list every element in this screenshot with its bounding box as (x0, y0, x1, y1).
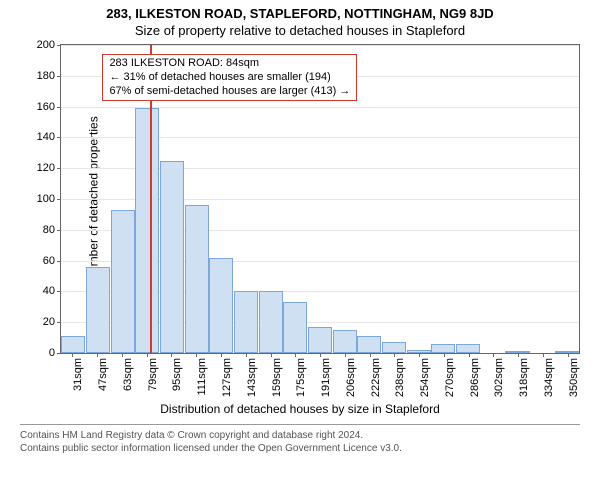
x-tick-label: 191sqm (320, 358, 332, 397)
bar-slot (382, 45, 407, 353)
x-tick-slot: 175sqm (283, 354, 308, 402)
y-tick-label: 160 (37, 101, 61, 113)
histogram-bar (333, 330, 357, 353)
x-tick-slot: 270sqm (431, 354, 456, 402)
x-tick-label: 302sqm (493, 358, 505, 397)
x-tick-slot: 191sqm (308, 354, 333, 402)
x-tick-label: 159sqm (271, 358, 283, 397)
histogram-bar (283, 302, 307, 353)
bar-slot (530, 45, 555, 353)
histogram-bar (135, 108, 159, 353)
x-tick-label: 334sqm (543, 358, 555, 397)
histogram-bar (431, 344, 455, 353)
x-tick-label: 238sqm (394, 358, 406, 397)
x-tick-slot: 63sqm (110, 354, 135, 402)
y-tick-label: 200 (37, 39, 61, 51)
annotation-line-2: ← 31% of detached houses are smaller (19… (109, 71, 350, 85)
x-tick-label: 286sqm (469, 358, 481, 397)
x-tick-slot: 318sqm (506, 354, 531, 402)
histogram-bar (185, 205, 209, 353)
x-axis-title: Distribution of detached houses by size … (0, 402, 600, 416)
histogram-chart: Number of detached properties 0204060801… (60, 44, 580, 354)
page-title: 283, ILKESTON ROAD, STAPLEFORD, NOTTINGH… (0, 6, 600, 21)
x-tick-slot: 127sqm (209, 354, 234, 402)
x-tick-slot: 254sqm (407, 354, 432, 402)
bar-slot (406, 45, 431, 353)
x-tick-slot: 159sqm (258, 354, 283, 402)
footer-line-2: Contains public sector information licen… (20, 442, 580, 455)
histogram-bar (382, 342, 406, 353)
histogram-bar (111, 210, 135, 353)
bar-slot (357, 45, 382, 353)
x-tick-slot: 143sqm (233, 354, 258, 402)
bar-slot (431, 45, 456, 353)
bar-slot (456, 45, 481, 353)
x-tick-slot: 47sqm (85, 354, 110, 402)
page-subtitle: Size of property relative to detached ho… (0, 23, 600, 38)
x-tick-slot: 222sqm (357, 354, 382, 402)
bar-slot (554, 45, 579, 353)
x-tick-label: 318sqm (518, 358, 530, 397)
histogram-bar (259, 291, 283, 353)
bar-slot (480, 45, 505, 353)
x-tick-label: 254sqm (419, 358, 431, 397)
y-tick-label: 60 (43, 255, 61, 267)
annotation-line-1: 283 ILKESTON ROAD: 84sqm (109, 57, 350, 71)
y-tick-label: 80 (43, 224, 61, 236)
histogram-bar (357, 336, 381, 353)
y-tick-label: 20 (43, 316, 61, 328)
x-axis-ticks: 31sqm 47sqm 63sqm 79sqm 95sqm 111sqm 127sqm 143… (60, 354, 580, 402)
x-tick-slot: 350sqm (555, 354, 580, 402)
x-tick-label: 222sqm (370, 358, 382, 397)
x-tick-label: 47sqm (97, 358, 109, 391)
y-tick-label: 140 (37, 131, 61, 143)
x-tick-slot: 206sqm (332, 354, 357, 402)
x-tick-slot: 31sqm (60, 354, 85, 402)
x-tick-label: 270sqm (444, 358, 456, 397)
y-tick-label: 180 (37, 70, 61, 82)
y-tick-label: 120 (37, 162, 61, 174)
x-tick-slot: 95sqm (159, 354, 184, 402)
x-tick-slot: 334sqm (531, 354, 556, 402)
histogram-bar (61, 336, 85, 353)
histogram-bar (308, 327, 332, 353)
x-tick-slot: 286sqm (456, 354, 481, 402)
x-tick-label: 95sqm (171, 358, 183, 391)
x-tick-label: 79sqm (147, 358, 159, 391)
histogram-bar (160, 161, 184, 354)
x-tick-label: 143sqm (246, 358, 258, 397)
x-tick-label: 175sqm (295, 358, 307, 397)
annotation-box: 283 ILKESTON ROAD: 84sqm ← 31% of detach… (102, 54, 357, 101)
footer-line-1: Contains HM Land Registry data © Crown c… (20, 429, 580, 442)
x-tick-slot: 111sqm (184, 354, 209, 402)
attribution-footer: Contains HM Land Registry data © Crown c… (20, 424, 580, 455)
histogram-bar (209, 258, 233, 353)
y-tick-label: 100 (37, 193, 61, 205)
x-tick-slot: 302sqm (481, 354, 506, 402)
x-tick-label: 350sqm (568, 358, 580, 397)
histogram-bar (456, 344, 480, 353)
bar-slot (505, 45, 530, 353)
x-tick-label: 127sqm (221, 358, 233, 397)
x-tick-label: 63sqm (122, 358, 134, 391)
histogram-bar (234, 291, 258, 353)
x-tick-label: 206sqm (345, 358, 357, 397)
y-tick-label: 40 (43, 285, 61, 297)
bar-slot (61, 45, 86, 353)
x-tick-label: 111sqm (196, 358, 208, 396)
annotation-line-3: 67% of semi-detached houses are larger (… (109, 85, 350, 99)
histogram-bar (86, 267, 110, 353)
x-tick-slot: 79sqm (134, 354, 159, 402)
x-tick-slot: 238sqm (382, 354, 407, 402)
x-tick-label: 31sqm (72, 358, 84, 391)
